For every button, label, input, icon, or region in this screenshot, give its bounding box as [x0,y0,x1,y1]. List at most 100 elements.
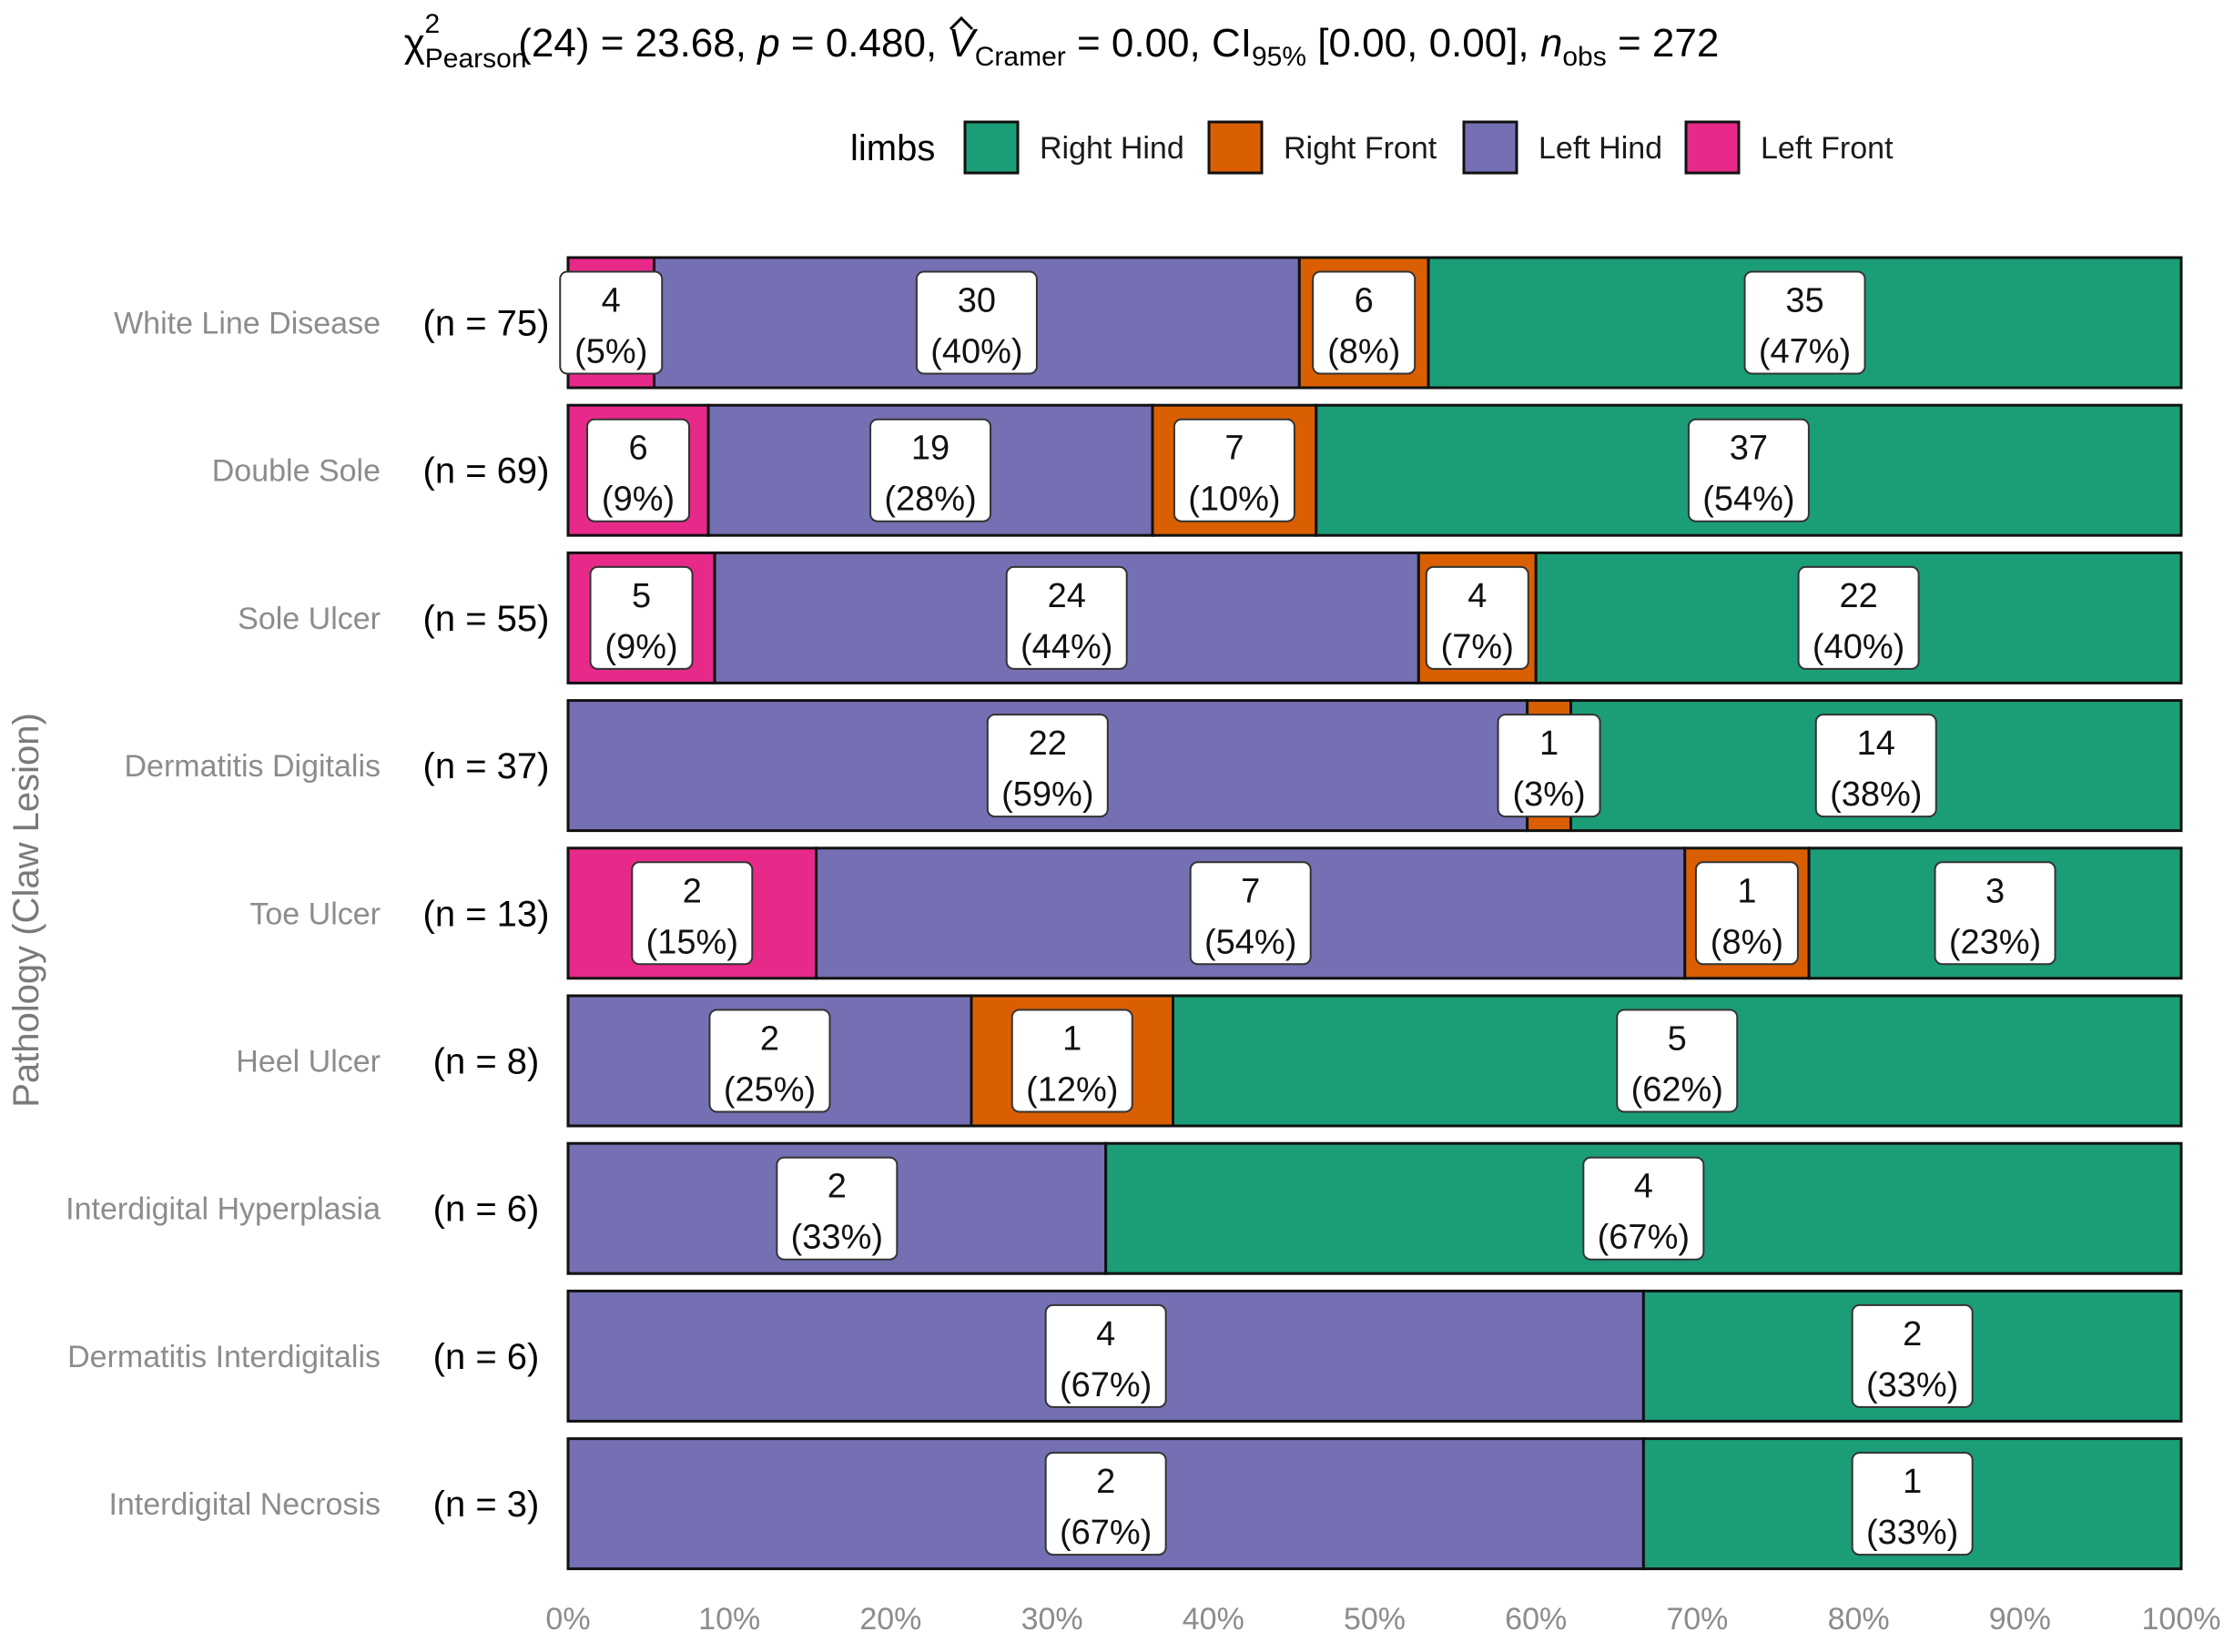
data-label-percent-double-sole-right-hind: (54%) [1702,481,1794,519]
data-label-count-white-line-disease-right-front: 6 [1355,282,1374,320]
category-label-interdigital-necrosis: Interdigital Necrosis [108,1487,381,1522]
data-label-count-sole-ulcer-left-hind: 24 [1048,577,1086,615]
category-label-double-sole: Double Sole [212,454,381,489]
x-tick-label-9: 90% [1989,1602,2051,1637]
data-label-box-toe-ulcer-right-front [1694,861,1799,966]
n-label-white-line-disease: (n = 75) [423,304,550,344]
category-label-interdigital-hyperplasia: Interdigital Hyperplasia [66,1192,381,1227]
data-label-percent-interdigital-necrosis-right-hind: (33%) [1866,1514,1958,1552]
n-label-interdigital-necrosis: (n = 3) [433,1485,540,1525]
data-label-percent-interdigital-hyperplasia-left-hind: (33%) [791,1219,883,1257]
data-label-box-double-sole-right-hind [1687,418,1810,522]
data-label-count-toe-ulcer-left-hind: 7 [1241,872,1260,910]
data-label-count-sole-ulcer-left-front: 5 [632,577,651,615]
category-label-sole-ulcer: Sole Ulcer [238,602,381,636]
data-label-box-interdigital-hyperplasia-left-hind [776,1156,899,1261]
data-label-percent-white-line-disease-left-front: (5%) [574,333,647,371]
data-label-box-double-sole-left-hind [869,418,992,522]
legend-right-hind-label: Right Hind [1040,131,1184,166]
legend-title: limbs [850,128,935,168]
n-label-dermatitis-interdigitalis: (n = 6) [433,1337,540,1377]
data-label-box-double-sole-left-front [586,418,691,522]
data-label-count-interdigital-hyperplasia-left-hind: 2 [828,1168,847,1206]
data-label-box-white-line-disease-left-hind [915,270,1038,375]
data-label-count-interdigital-necrosis-left-hind: 2 [1096,1463,1115,1501]
data-label-count-dermatitis-interdigitalis-right-hind: 2 [1903,1315,1922,1353]
data-label-percent-heel-ulcer-right-front: (12%) [1026,1071,1118,1110]
data-label-count-white-line-disease-right-hind: 35 [1785,282,1823,320]
x-tick-label-7: 70% [1666,1602,1728,1637]
x-tick-label-3: 30% [1021,1602,1083,1637]
data-label-percent-heel-ulcer-left-hind: (25%) [724,1071,816,1110]
data-label-box-heel-ulcer-right-hind [1616,1008,1739,1113]
stat-subtitle: χPearson2 (24) = 23.68, p = 0.480, VCrame… [404,9,1720,74]
data-label-percent-sole-ulcer-right-hind: (40%) [1813,628,1904,666]
data-label-box-toe-ulcer-left-hind [1189,861,1312,966]
v-hat-accent [949,15,974,31]
category-label-dermatitis-digitalis: Dermatitis Digitalis [125,749,381,784]
data-label-percent-sole-ulcer-left-hind: (44%) [1021,628,1112,666]
data-label-box-dermatitis-interdigitalis-right-hind [1851,1303,1974,1408]
legend-right-hind-swatch [963,120,1020,175]
data-label-percent-toe-ulcer-left-front: (15%) [646,923,738,961]
x-tick-label-6: 60% [1505,1602,1567,1637]
legend-right-front-swatch [1207,120,1264,175]
category-label-dermatitis-interdigitalis: Dermatitis Interdigitalis [67,1340,381,1374]
data-label-percent-dermatitis-interdigitalis-right-hind: (33%) [1866,1366,1958,1404]
data-label-box-toe-ulcer-left-front [631,861,754,966]
data-label-percent-interdigital-necrosis-left-hind: (67%) [1060,1514,1152,1552]
data-label-count-sole-ulcer-right-front: 4 [1467,577,1487,615]
n-label-dermatitis-digitalis: (n = 37) [423,746,550,786]
x-tick-label-4: 40% [1183,1602,1244,1637]
data-label-box-interdigital-necrosis-right-hind [1851,1452,1974,1556]
data-label-percent-interdigital-hyperplasia-right-hind: (67%) [1598,1219,1690,1257]
data-label-count-interdigital-hyperplasia-right-hind: 4 [1634,1168,1653,1206]
data-label-percent-toe-ulcer-left-hind: (54%) [1204,923,1296,961]
n-label-toe-ulcer: (n = 13) [423,894,550,934]
n-label-sole-ulcer: (n = 55) [423,599,550,639]
data-label-box-sole-ulcer-right-hind [1797,565,1920,670]
data-label-box-dermatitis-digitalis-right-hind [1814,714,1937,818]
data-label-count-sole-ulcer-right-hind: 22 [1839,577,1877,615]
x-tick-label-0: 0% [545,1602,590,1637]
category-label-toe-ulcer: Toe Ulcer [249,897,381,931]
data-label-box-sole-ulcer-left-hind [1005,565,1128,670]
data-label-percent-white-line-disease-right-front: (8%) [1327,333,1400,371]
data-label-count-dermatitis-digitalis-right-hind: 14 [1857,725,1895,763]
data-label-box-heel-ulcer-left-hind [708,1008,831,1113]
data-label-percent-dermatitis-digitalis-left-hind: (59%) [1001,775,1093,814]
data-label-box-dermatitis-digitalis-right-front [1497,714,1601,818]
n-label-double-sole: (n = 69) [423,451,550,492]
data-label-count-double-sole-right-front: 7 [1224,430,1244,468]
data-label-count-double-sole-left-hind: 19 [911,430,950,468]
legend-left-front-label: Left Front [1761,131,1894,166]
data-label-count-interdigital-necrosis-right-hind: 1 [1903,1463,1922,1501]
data-label-count-double-sole-left-front: 6 [628,430,647,468]
data-label-box-white-line-disease-left-front [559,270,664,375]
data-label-count-white-line-disease-left-hind: 30 [958,282,996,320]
data-label-box-heel-ulcer-right-front [1010,1008,1133,1113]
data-label-count-dermatitis-digitalis-left-hind: 22 [1029,725,1067,763]
data-label-percent-dermatitis-digitalis-right-hind: (38%) [1830,775,1922,814]
data-label-box-dermatitis-digitalis-left-hind [986,714,1109,818]
n-label-interdigital-hyperplasia: (n = 6) [433,1190,540,1230]
data-label-percent-dermatitis-digitalis-right-front: (3%) [1512,775,1585,814]
data-label-percent-dermatitis-interdigitalis-left-hind: (67%) [1060,1366,1152,1404]
data-label-percent-double-sole-right-front: (10%) [1188,481,1280,519]
data-label-box-sole-ulcer-right-front [1425,565,1529,670]
data-label-percent-toe-ulcer-right-hind: (23%) [1949,923,2041,961]
data-label-count-toe-ulcer-right-front: 1 [1737,872,1756,910]
x-tick-label-2: 20% [859,1602,921,1637]
data-label-box-white-line-disease-right-hind [1743,270,1866,375]
data-label-percent-heel-ulcer-right-hind: (62%) [1631,1071,1723,1110]
x-tick-label-10: 100% [2142,1602,2221,1637]
data-label-percent-sole-ulcer-right-front: (7%) [1441,628,1514,666]
y-axis-title: Pathology (Claw Lesion) [6,713,46,1108]
data-label-box-interdigital-necrosis-left-hind [1044,1452,1167,1556]
data-label-percent-double-sole-left-front: (9%) [602,481,675,519]
data-label-box-dermatitis-interdigitalis-left-hind [1044,1303,1167,1408]
data-label-count-double-sole-right-hind: 37 [1730,430,1768,468]
data-label-box-toe-ulcer-right-hind [1934,861,2056,966]
